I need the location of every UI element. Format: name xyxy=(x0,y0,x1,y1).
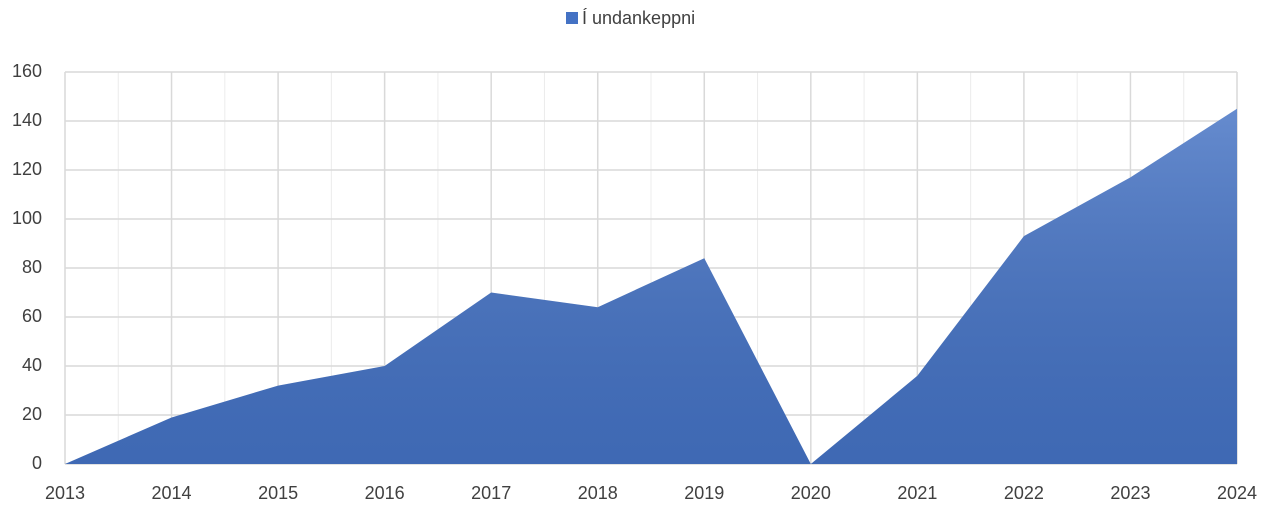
y-tick-label: 80 xyxy=(22,257,42,277)
x-tick-label: 2017 xyxy=(471,483,511,503)
legend-swatch xyxy=(566,12,578,24)
x-tick-label: 2015 xyxy=(258,483,298,503)
x-tick-label: 2013 xyxy=(45,483,85,503)
y-tick-label: 40 xyxy=(22,355,42,375)
y-tick-label: 20 xyxy=(22,404,42,424)
x-tick-label: 2020 xyxy=(791,483,831,503)
x-tick-label: 2024 xyxy=(1217,483,1257,503)
y-tick-label: 160 xyxy=(12,61,42,81)
y-tick-label: 0 xyxy=(32,453,42,473)
y-tick-label: 140 xyxy=(12,110,42,130)
plot xyxy=(65,108,1237,464)
area-shade xyxy=(65,108,1237,464)
x-tick-label: 2023 xyxy=(1110,483,1150,503)
legend-label: Í undankeppni xyxy=(582,8,695,28)
x-tick-label: 2019 xyxy=(684,483,724,503)
x-tick-label: 2014 xyxy=(152,483,192,503)
x-tick-label: 2016 xyxy=(365,483,405,503)
y-tick-label: 60 xyxy=(22,306,42,326)
x-tick-label: 2022 xyxy=(1004,483,1044,503)
y-tick-label: 120 xyxy=(12,159,42,179)
x-tick-label: 2021 xyxy=(897,483,937,503)
x-tick-label: 2018 xyxy=(578,483,618,503)
y-tick-label: 100 xyxy=(12,208,42,228)
